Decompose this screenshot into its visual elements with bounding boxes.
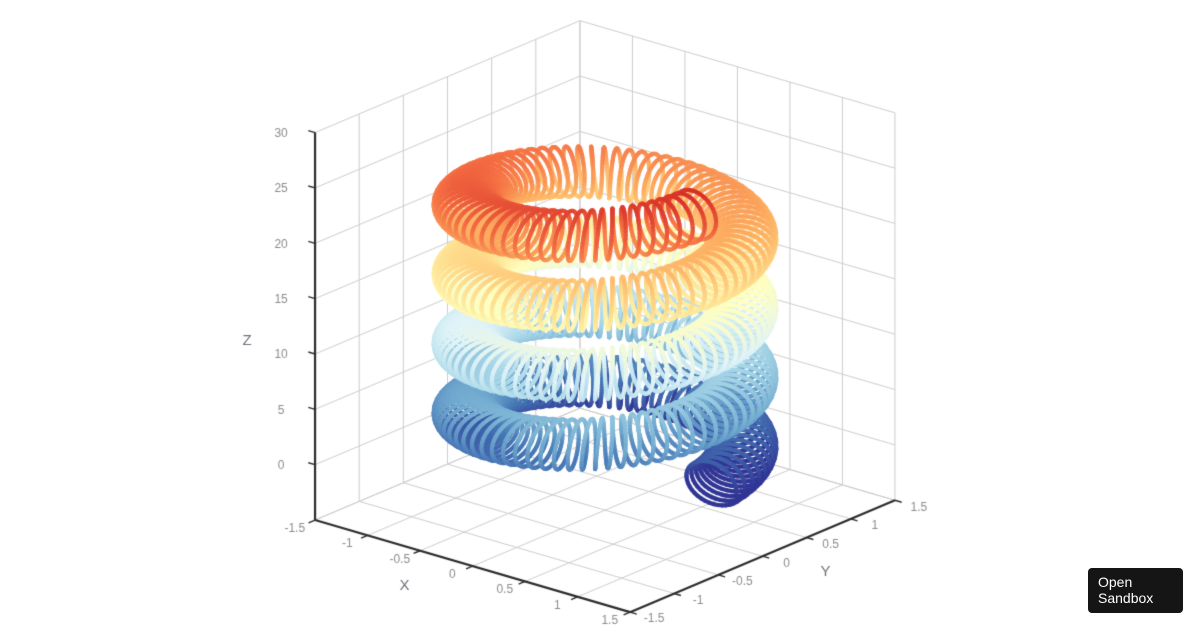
- open-sandbox-button[interactable]: Open Sandbox: [1088, 567, 1183, 613]
